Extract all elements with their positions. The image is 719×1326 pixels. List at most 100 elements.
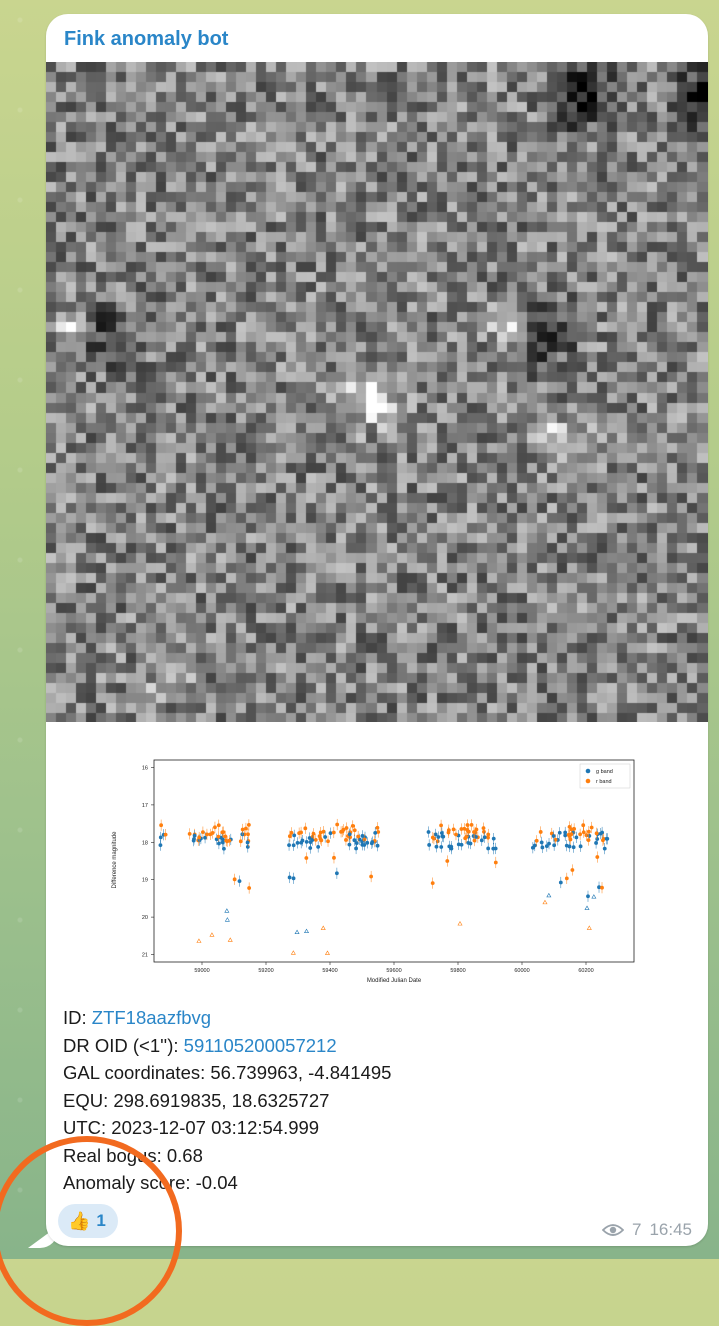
anomaly-score: Anomaly score: -0.04 [63, 1172, 238, 1193]
r-band-point [462, 826, 467, 831]
r-band-point [232, 877, 237, 882]
g-band-point [426, 830, 431, 834]
g-band-upper-limit [224, 917, 230, 922]
g-band-point [436, 835, 441, 839]
g-band-point [203, 835, 207, 840]
g-band-point [441, 834, 446, 839]
r-band-point [224, 838, 229, 843]
x-tick-label: 59600 [386, 968, 401, 974]
g-band-point [466, 840, 471, 845]
g-band-point [295, 840, 300, 845]
id-label: ID: [63, 1007, 92, 1028]
g-band-point [370, 840, 375, 844]
reaction-count: 1 [96, 1211, 106, 1230]
r-band-point [493, 860, 498, 865]
r-band-point [311, 831, 316, 836]
r-band-point [319, 838, 324, 843]
x-tick-label: 59800 [450, 968, 465, 974]
r-band-point [464, 835, 469, 839]
r-band-point [567, 834, 572, 838]
r-band-point [313, 838, 318, 842]
g-band-point [308, 840, 313, 845]
r-band-point [197, 835, 202, 840]
g-band-point [493, 846, 498, 851]
g-band-point [245, 840, 250, 845]
g-band-point [539, 840, 544, 845]
g-band-point [334, 871, 339, 876]
y-tick-label: 18 [142, 840, 148, 846]
g-band-point [456, 842, 461, 847]
g-band-point [474, 834, 478, 839]
r-band-point [221, 830, 226, 835]
x-tick-label: 59000 [194, 968, 209, 974]
g-band-point [439, 831, 444, 835]
g-band-upper-limit [304, 928, 310, 934]
r-band-point [564, 876, 569, 881]
g-band-point [365, 840, 370, 845]
lightcurve-plot[interactable]: Difference magnitude Modified Julian Dat… [102, 752, 650, 998]
x-tick-label: 59400 [322, 968, 337, 974]
g-band-point [192, 833, 197, 838]
r-band-point [553, 837, 558, 842]
g-band-point [158, 835, 163, 840]
r-band-upper-limit [196, 938, 202, 943]
g-band-point [459, 842, 464, 847]
r-band-point [578, 832, 583, 837]
message-time: 16:45 [649, 1220, 692, 1239]
plot-frame [153, 759, 635, 963]
r-band-point [210, 831, 215, 835]
r-band-point [459, 827, 464, 831]
g-band-point [308, 846, 313, 850]
cutout-image[interactable] [46, 62, 708, 722]
dr-label: DR OID (<1''): [63, 1034, 184, 1056]
message-caption: ID: ZTF18aazfbvg DR OID (<1''): 59110520… [63, 1004, 391, 1197]
y-tick-label: 19 [142, 878, 148, 884]
g-band-point [375, 843, 380, 848]
y-tick-label: 16 [142, 765, 148, 771]
r-band-point [594, 831, 599, 836]
g-band-point [598, 831, 603, 836]
legend: g band r band [579, 763, 631, 789]
r-band-point [344, 826, 349, 830]
dr-oid-link[interactable]: 591105200057212 [183, 1034, 337, 1056]
r-band-point [584, 833, 589, 838]
r-band-point [369, 874, 374, 879]
g-band-point [158, 843, 163, 848]
y-tick-label: 17 [142, 803, 148, 809]
legend-g-marker [585, 768, 591, 774]
view-count: 7 [631, 1220, 642, 1239]
g-band-point [558, 880, 563, 885]
r-band-point [581, 823, 586, 828]
r-band-point [600, 885, 604, 890]
sender-name[interactable]: Fink anomaly bot [64, 28, 229, 50]
r-band-point [213, 825, 217, 830]
r-band-point [331, 830, 336, 835]
r-band-point [568, 837, 573, 842]
r-band-point [472, 838, 477, 843]
g-band-point [354, 841, 359, 845]
message-bubble[interactable]: Fink anomaly bot Difference magnitude Mo… [46, 14, 708, 1246]
object-id-link[interactable]: ZTF18aazfbvg [91, 1007, 212, 1028]
g-band-point [220, 840, 225, 845]
r-band-point [163, 832, 168, 837]
g-band-point [191, 838, 196, 843]
r-band-point [205, 832, 209, 837]
r-band-point [445, 859, 450, 863]
g-band-point [316, 845, 321, 849]
g-band-upper-limit [591, 894, 597, 899]
y-tick-label: 20 [142, 915, 148, 921]
r-band-point [216, 834, 221, 839]
r-band-point [297, 831, 302, 836]
y-tick-label: 21 [142, 953, 148, 959]
r-band-point [238, 839, 243, 844]
g-band-point [291, 876, 296, 881]
r-band-upper-limit [324, 950, 330, 955]
g-band-point [479, 838, 484, 843]
r-band-point [570, 868, 575, 872]
g-band-point [567, 844, 572, 849]
thumbs-up-icon: 👍 [68, 1210, 91, 1231]
g-band-point [586, 894, 590, 899]
g-band-point [433, 832, 438, 837]
r-band-upper-limit [320, 925, 326, 930]
thumbs-up-reaction[interactable]: 👍 1 [58, 1204, 118, 1238]
